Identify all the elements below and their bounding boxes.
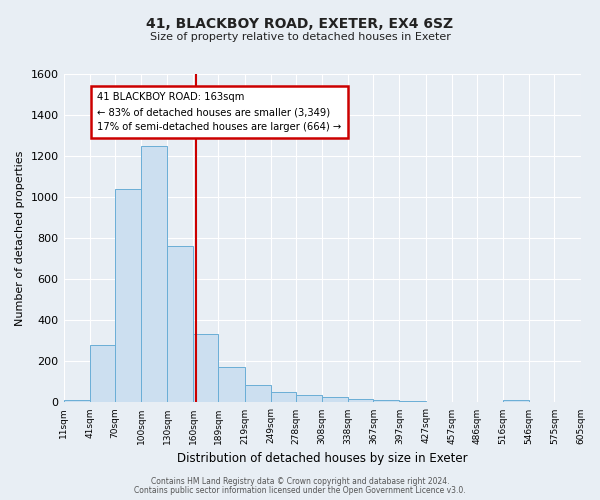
Bar [296, 395, 322, 402]
Bar [141, 146, 167, 403]
Bar [193, 334, 218, 402]
Text: Contains public sector information licensed under the Open Government Licence v3: Contains public sector information licen… [134, 486, 466, 495]
Y-axis label: Number of detached properties: Number of detached properties [15, 150, 25, 326]
Text: Size of property relative to detached houses in Exeter: Size of property relative to detached ho… [149, 32, 451, 42]
Bar [218, 366, 245, 402]
Bar [167, 246, 193, 402]
Bar [89, 345, 115, 403]
Bar [64, 400, 89, 402]
Text: 41 BLACKBOY ROAD: 163sqm
← 83% of detached houses are smaller (3,349)
17% of sem: 41 BLACKBOY ROAD: 163sqm ← 83% of detach… [97, 92, 342, 132]
Bar [348, 400, 373, 402]
Bar [373, 400, 400, 402]
X-axis label: Distribution of detached houses by size in Exeter: Distribution of detached houses by size … [177, 452, 467, 465]
Text: 41, BLACKBOY ROAD, EXETER, EX4 6SZ: 41, BLACKBOY ROAD, EXETER, EX4 6SZ [146, 18, 454, 32]
Bar [271, 392, 296, 402]
Text: Contains HM Land Registry data © Crown copyright and database right 2024.: Contains HM Land Registry data © Crown c… [151, 477, 449, 486]
Bar [503, 400, 529, 402]
Bar [245, 385, 271, 402]
Bar [322, 398, 348, 402]
Bar [115, 189, 141, 402]
